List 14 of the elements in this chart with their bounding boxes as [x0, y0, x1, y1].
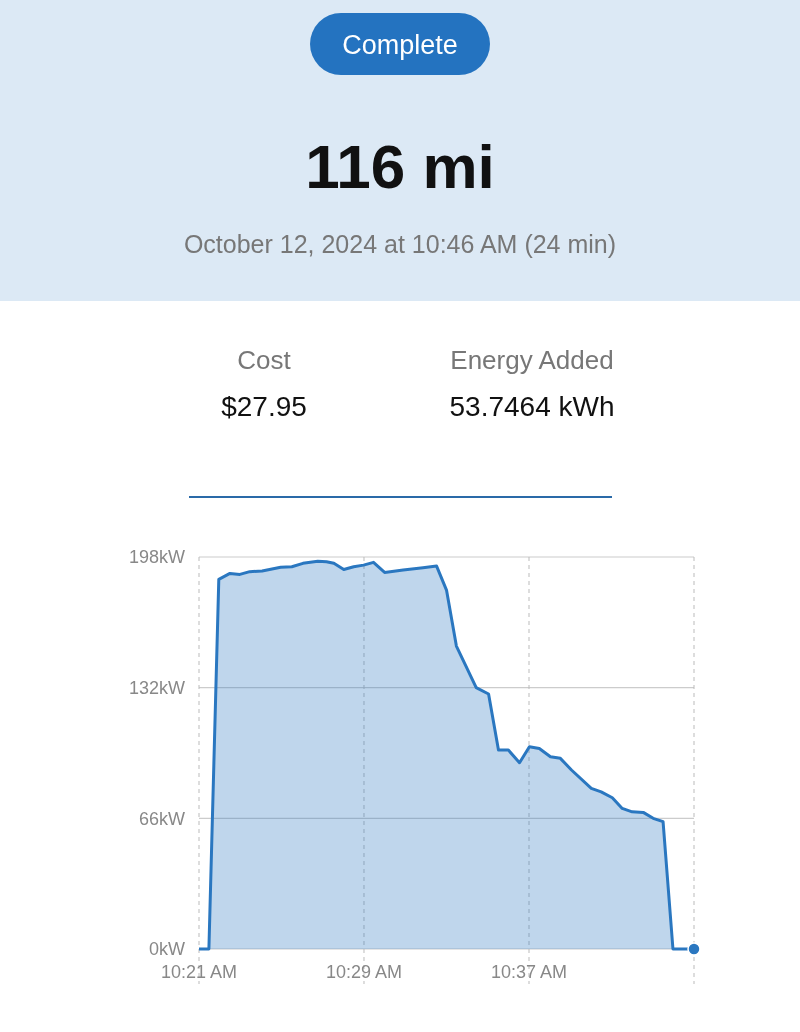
text: Cost: [237, 345, 292, 375]
text: Energy Added: [450, 345, 614, 375]
x-tick-label: 10:21 AM: [160, 962, 238, 982]
y-tick-label: 0kW: [149, 939, 186, 960]
y-tick-label: 66kW: [138, 808, 186, 829]
x-tick-label: 10:37 AM: [490, 962, 568, 982]
chart-title: 116 mi: [305, 132, 495, 201]
chart-subtitle: October 12, 2024 at 10:46 AM (24 min): [183, 230, 617, 258]
y-tick-label: 132kW: [128, 677, 185, 698]
text: $27.95: [221, 391, 307, 422]
x-tick-label: 10:29 AM: [325, 962, 403, 982]
y-tick-label: 198kW: [128, 547, 185, 568]
text: Complete: [342, 30, 458, 60]
text: 53.7464 kWh: [449, 391, 615, 422]
